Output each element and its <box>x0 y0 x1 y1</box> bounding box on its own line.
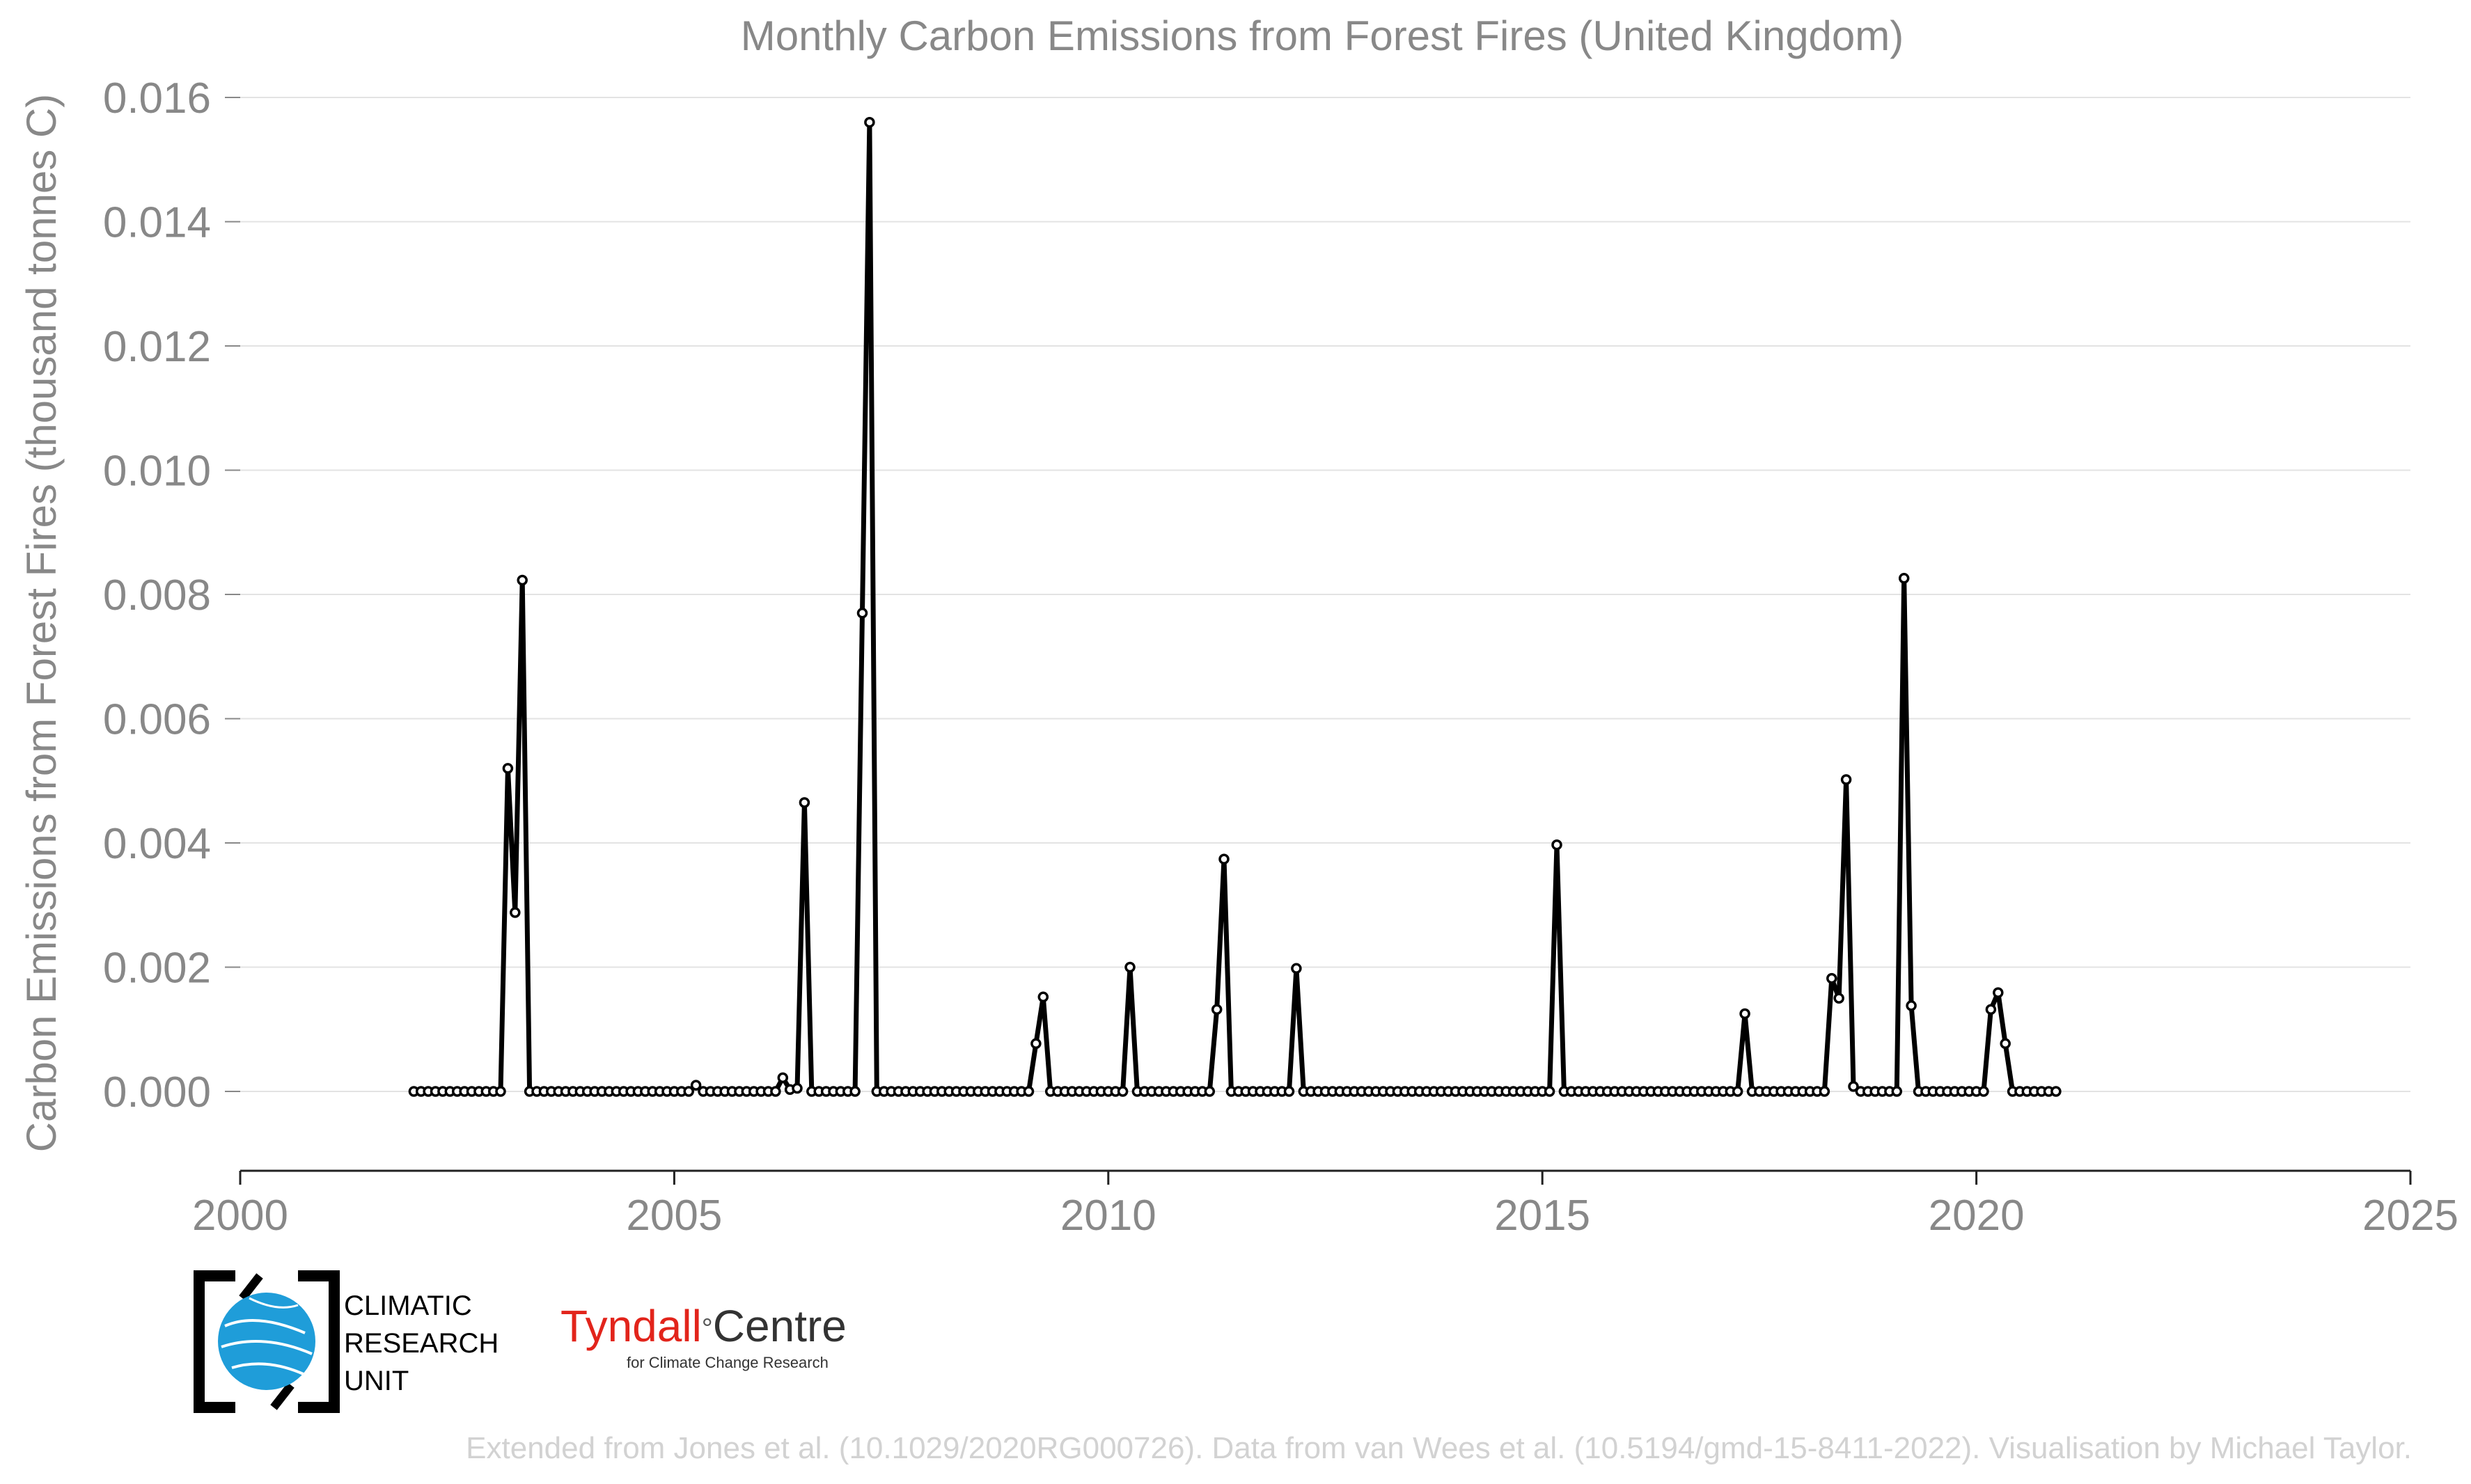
data-point <box>1891 1086 1903 1097</box>
data-point <box>2050 1086 2062 1097</box>
y-tick-label: 0.000 <box>103 1068 211 1116</box>
data-point <box>777 1072 789 1084</box>
data-point <box>1898 573 1910 584</box>
y-tick-label: 0.008 <box>103 571 211 619</box>
cru-text-line3: UNIT <box>344 1366 409 1396</box>
data-point <box>1840 774 1852 785</box>
data-point <box>1739 1008 1750 1020</box>
data-point <box>1848 1081 1859 1092</box>
y-tick-label: 0.010 <box>103 448 211 496</box>
tyndall-degree-icon: ° <box>701 1313 713 1344</box>
cru-text-line1: CLIMATIC <box>344 1290 472 1321</box>
data-point <box>1204 1086 1216 1097</box>
data-point <box>1544 1086 1555 1097</box>
data-point <box>683 1086 694 1097</box>
data-point <box>1906 1000 1917 1011</box>
credit-line: Extended from Jones et al. (10.1029/2020… <box>466 1431 2412 1465</box>
data-point <box>2000 1038 2011 1050</box>
data-point <box>502 763 514 774</box>
data-point <box>1993 987 2004 998</box>
data-point <box>1030 1038 1042 1050</box>
x-tick-label: 2020 <box>1929 1192 2025 1240</box>
data-point <box>1833 993 1844 1004</box>
tyndall-logo: Tyndall°Centre for Climate Change Resear… <box>560 1298 881 1375</box>
y-tick-label: 0.002 <box>103 945 211 993</box>
data-point <box>1985 1004 1997 1015</box>
y-tick-label: 0.004 <box>103 820 211 868</box>
y-axis: 0.000 0.002 0.004 0.006 0.008 0.010 0.012 0.014… <box>103 74 240 1116</box>
gridlines <box>240 97 2410 1092</box>
x-tick-label: 2015 <box>1494 1192 1590 1240</box>
tyndall-logo-red: Tyndall <box>560 1301 702 1351</box>
tyndall-logo-dark: Centre <box>712 1301 847 1351</box>
y-tick-label: 0.006 <box>103 696 211 744</box>
chart-title: Monthly Carbon Emissions from Forest Fir… <box>741 13 1904 59</box>
data-point <box>1732 1086 1743 1097</box>
data-point <box>1211 1004 1223 1015</box>
cru-text-line2: RESEARCH <box>344 1328 499 1359</box>
x-axis: 2000 2005 2010 2015 2020 2025 <box>192 1169 2458 1240</box>
y-tick-label: 0.014 <box>103 199 211 247</box>
data-point <box>1551 839 1562 851</box>
cru-globe-icon <box>194 1270 340 1413</box>
y-tick-label: 0.016 <box>103 74 211 123</box>
data-point <box>1291 963 1302 974</box>
data-point <box>1978 1086 1989 1097</box>
data-point <box>770 1086 781 1097</box>
x-tick-label: 2025 <box>2362 1192 2458 1240</box>
data-point <box>1283 1086 1295 1097</box>
data-point <box>690 1080 702 1091</box>
data-point <box>1037 991 1049 1003</box>
data-point <box>1826 972 1837 984</box>
x-tick-label: 2000 <box>192 1192 288 1240</box>
tyndall-logo-subtitle: for Climate Change Research <box>627 1354 829 1371</box>
x-tick-label: 2010 <box>1060 1192 1156 1240</box>
series-line <box>414 120 2056 1094</box>
data-point <box>517 574 528 586</box>
data-point <box>856 608 868 619</box>
data-point <box>1117 1086 1129 1097</box>
y-axis-label: Carbon Emissions from Forest Fires (thou… <box>18 94 65 1153</box>
data-point <box>1819 1086 1830 1097</box>
data-point <box>1023 1086 1035 1097</box>
data-point <box>1218 853 1230 865</box>
data-point <box>495 1086 506 1097</box>
data-point <box>792 1082 803 1094</box>
series <box>408 116 2062 1097</box>
cru-logo: CLIMATIC RESEARCH UNIT <box>194 1270 528 1413</box>
data-point <box>1124 961 1136 973</box>
data-point <box>849 1086 861 1097</box>
data-point <box>864 116 875 128</box>
data-point <box>799 797 810 808</box>
x-tick-label: 2005 <box>626 1192 722 1240</box>
y-tick-label: 0.012 <box>103 323 211 371</box>
data-point <box>510 907 521 918</box>
